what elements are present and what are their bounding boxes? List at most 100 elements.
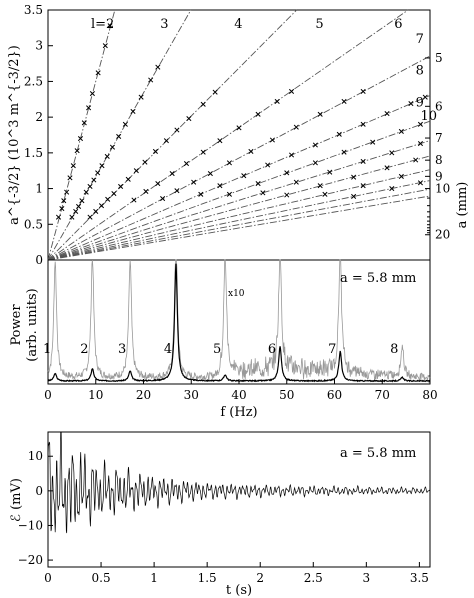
data-point-l4 [118,183,124,189]
line-label: 10 [420,109,437,124]
data-point-l6 [293,124,299,130]
right-tick-label: 8 [435,153,443,167]
x-tick-label: 10 [88,388,103,402]
data-point-l10 [413,157,419,163]
right-tick-label: 5 [435,51,443,65]
data-point-l5 [200,149,206,155]
data-point-l5 [236,125,242,131]
x-tick-label: 3.5 [410,571,429,585]
power-spectrum-plot: 1 2 3 4 5 6 7 8 0 10 20 30 40 50 60 70 80 a = 5.8 mm x1… [9,259,438,420]
data-point-l4 [98,203,105,209]
peak-label: 6 [268,342,276,357]
data-point-l8 [341,149,347,155]
data-point-l8 [417,121,424,127]
data-point-l2 [64,189,70,195]
data-point-l5 [255,111,261,117]
data-point-l9 [389,150,395,156]
data-point-l2 [107,23,113,29]
data-point-l3 [95,170,101,176]
data-point-l3 [69,214,75,220]
y-tick-label: 0 [35,484,43,498]
peak-label: 1 [43,342,51,357]
data-point-l6 [317,111,323,117]
data-point-l4 [152,148,158,154]
x-tick-label: 50 [279,388,294,402]
data-point-l3 [130,108,136,114]
data-point-l10 [384,165,390,171]
data-point-l6 [160,196,166,202]
data-point-l4 [163,138,169,144]
data-point-l8 [312,160,318,166]
data-point-l8 [255,181,261,187]
data-point-l5 [155,181,161,187]
y-tick-label: 2.5 [24,74,43,88]
data-point-l2 [61,198,67,204]
data-point-l12 [417,180,424,186]
data-point-l3 [138,94,144,100]
peak-label: 5 [213,342,221,357]
data-point-l2 [102,43,108,49]
data-point-l3 [87,183,93,189]
data-point-l4 [174,127,180,133]
x-tick-label: 70 [375,388,390,402]
data-point-l3 [76,203,82,209]
x-tick-label: 2.5 [304,571,323,585]
data-point-l2 [81,120,87,126]
fit-line-l8 [47,120,431,261]
x-tick-label: 0 [44,571,52,585]
data-point-l8 [398,128,404,134]
fit-line-l2 [47,9,116,261]
fit-line-l13 [47,188,431,261]
right-tick-label: 10 [435,182,450,196]
y-tick-label: 1.5 [24,146,43,160]
data-point-l9 [293,179,299,185]
x-axis-label-bot: t (s) [226,583,252,598]
data-point-l3 [79,198,85,204]
data-point-l8 [226,191,233,197]
data-point-l2 [74,148,80,154]
right-tick-label: 7 [435,131,443,145]
signal-plot: 0 0.5 1 1.5 2 2.5 3 3.5 −20 −10 0 10 a = 5.8 mm ℰ … [9,431,431,598]
data-point-l12 [389,186,395,192]
scale-note: x10 [228,289,245,299]
data-point-l2 [70,163,76,169]
x-tick-label: 60 [327,388,342,402]
fit-line-l6 [47,55,431,261]
data-point-l6 [207,171,213,177]
data-point-l7 [408,101,414,107]
data-point-l9 [327,169,333,175]
data-point-l6 [174,188,180,194]
data-point-l4 [93,208,99,214]
fit-line-l14 [47,195,431,261]
y-axis-label-mid-2: (arb. units) [25,288,40,362]
data-point-l3 [99,163,105,169]
y-tick-label: −20 [18,553,43,567]
x-tick-label: 20 [136,388,151,402]
data-point-l2 [67,175,73,181]
fit-line-l12 [47,180,431,261]
data-point-l10 [284,192,290,198]
data-point-l2 [77,136,84,142]
right-tick-label: 6 [435,99,443,113]
data-point-l3 [83,189,89,195]
data-point-l7 [265,162,271,168]
data-point-l2 [59,206,65,212]
annotation-bot: a = 5.8 mm [340,446,416,461]
data-point-l6 [341,98,347,104]
y-tick-label: 3.5 [24,3,43,17]
data-point-l6 [248,148,254,154]
x-tick-label: 1.5 [198,571,217,585]
data-point-l7 [312,142,318,148]
line-label: 3 [160,17,168,32]
x-tick-label: 0.5 [92,571,111,585]
data-point-l3 [116,133,122,139]
data-point-l6 [226,160,233,166]
peak-label: 4 [164,342,172,357]
annotation-mid: a = 5.8 mm [340,271,416,286]
fit-line-l9 [47,140,431,261]
peak-label: 2 [80,342,88,357]
data-point-l3 [155,64,161,70]
data-point-l9 [417,141,424,147]
peak-label: 3 [118,342,126,357]
